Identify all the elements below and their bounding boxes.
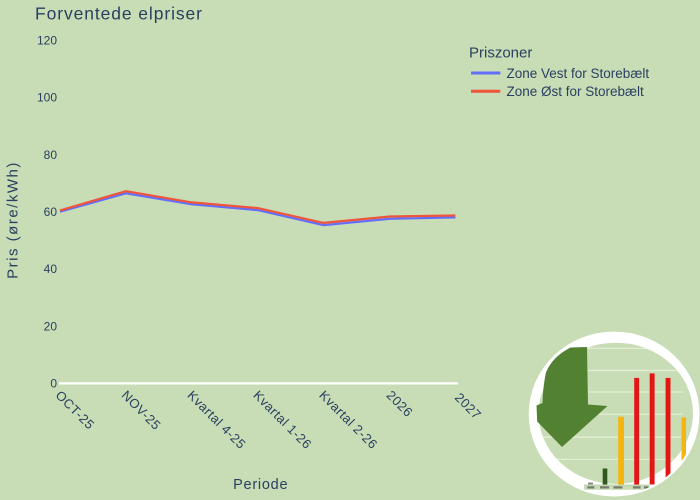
svg-text:Periode: Periode [233, 477, 288, 493]
svg-text:Zone Vest for Storebælt: Zone Vest for Storebælt [507, 66, 650, 81]
svg-text:60: 60 [44, 205, 58, 219]
svg-text:40: 40 [44, 262, 58, 276]
svg-text:Forventede elpriser: Forventede elpriser [35, 3, 203, 23]
svg-text:20: 20 [44, 319, 58, 333]
svg-text:0: 0 [50, 376, 57, 390]
svg-text:80: 80 [44, 148, 58, 162]
svg-text:Zone Øst for Storebælt: Zone Øst for Storebælt [507, 84, 645, 99]
svg-text:100: 100 [37, 91, 57, 105]
svg-text:Priszoner: Priszoner [469, 45, 532, 62]
svg-text:120: 120 [37, 34, 57, 48]
svg-text:Pris (øre/kWh): Pris (øre/kWh) [5, 161, 22, 279]
